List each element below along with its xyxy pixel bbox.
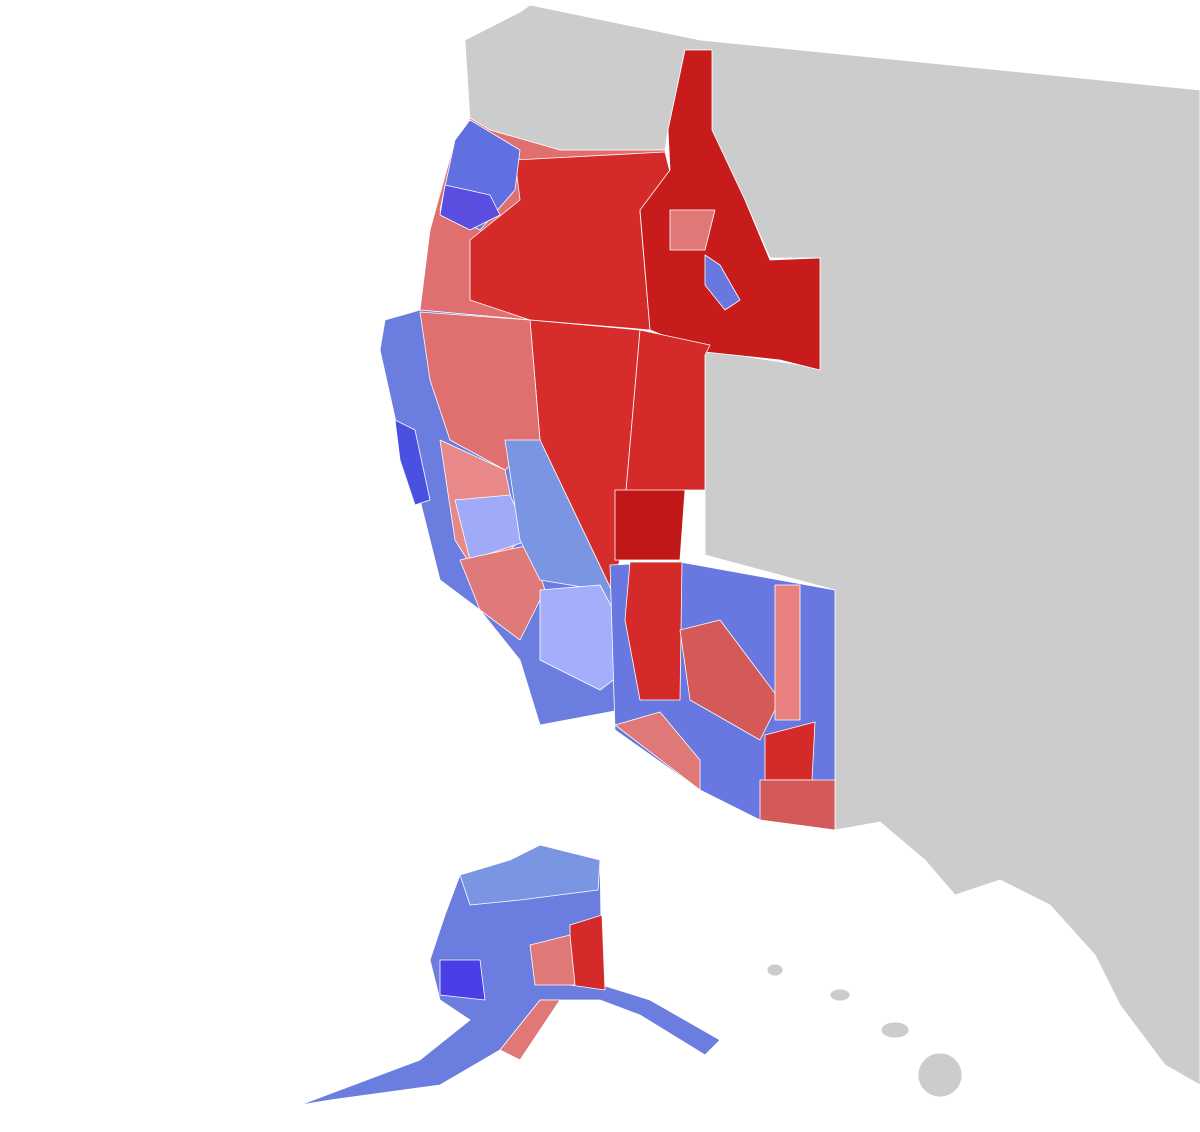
california-kern xyxy=(459,544,546,641)
oregon-east xyxy=(469,151,671,331)
idaho-pink xyxy=(669,209,716,251)
alaska-east-red xyxy=(569,914,606,991)
alaska-west xyxy=(439,959,486,1001)
idaho xyxy=(639,49,821,371)
arizona-south xyxy=(614,711,701,791)
alaska-pink xyxy=(529,934,576,986)
arizona-west xyxy=(624,561,683,701)
arizona-pink-strip xyxy=(774,584,801,721)
alaska-chain xyxy=(499,999,561,1061)
arizona-southeast-2 xyxy=(759,779,836,831)
hawaii-maui xyxy=(880,1021,910,1039)
arizona-center xyxy=(679,619,781,741)
idaho-blue xyxy=(704,254,741,311)
california-coast xyxy=(394,419,431,506)
oregon-portland xyxy=(439,184,501,231)
utah-southeast xyxy=(614,489,686,561)
hawaii-kauai xyxy=(766,963,784,977)
hawaii xyxy=(917,1052,963,1098)
hawaii-oahu xyxy=(829,988,851,1002)
alaska-north xyxy=(459,844,601,906)
